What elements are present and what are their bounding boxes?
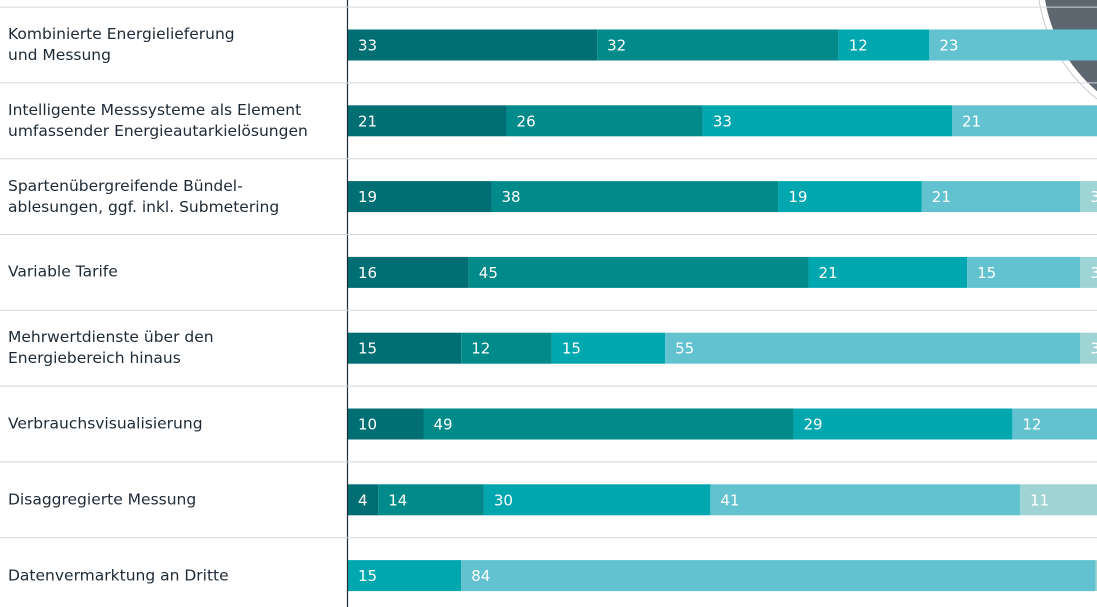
category-label: Spartenübergreifende Bündel- ablesungen,… — [8, 176, 280, 216]
bar-segment — [378, 484, 484, 516]
bar-segment — [461, 332, 552, 364]
value-label: 16 — [358, 264, 377, 282]
value-label: 12 — [849, 37, 868, 55]
bar-segment — [348, 408, 424, 440]
bar-segment — [551, 332, 666, 364]
value-label: 41 — [720, 491, 739, 509]
bar-segment — [710, 484, 1020, 516]
value-label: 26 — [517, 112, 536, 130]
category-label: Variable Tarife — [8, 262, 118, 281]
value-label: 32 — [607, 37, 626, 55]
category-label: Verbrauchsvisualisierung — [8, 414, 203, 433]
bar-segment — [1019, 484, 1097, 516]
bar-segment — [778, 181, 922, 213]
value-label: 33 — [713, 112, 732, 130]
value-label: 38 — [501, 188, 520, 206]
bar-segment — [702, 105, 952, 137]
bar-segment — [491, 181, 779, 213]
value-label: 15 — [358, 567, 377, 585]
bar-segment — [1080, 332, 1097, 364]
bar-segment — [665, 332, 1081, 364]
bar-segment — [506, 105, 703, 137]
value-label: 12 — [471, 340, 490, 358]
bar-segment — [1095, 560, 1097, 592]
value-label: 14 — [388, 491, 407, 509]
value-label: 49 — [434, 416, 453, 434]
bar-segment — [808, 256, 968, 288]
bar-segment — [967, 256, 1081, 288]
bar-segment — [1080, 181, 1097, 213]
category-label: Disaggregierte Messung — [8, 490, 197, 509]
bar-segment — [1080, 256, 1097, 288]
value-label: 21 — [962, 112, 981, 130]
value-label: 21 — [358, 112, 377, 130]
bar-segment — [348, 29, 598, 61]
bar-segment — [793, 408, 1013, 440]
bar-segment — [597, 29, 839, 61]
category-label: Kombinierte Energielieferung und Messung — [8, 25, 235, 64]
value-label: 19 — [788, 188, 807, 206]
value-label: 84 — [471, 567, 490, 585]
value-label: 3 — [1090, 188, 1097, 206]
bar-segment — [348, 181, 492, 213]
category-label: Datenvermarktung an Dritte — [8, 566, 229, 585]
category-label: Intelligente Messsysteme als Element umf… — [8, 100, 308, 140]
value-label: 21 — [932, 188, 951, 206]
value-label: 19 — [358, 188, 377, 206]
value-label: 15 — [358, 340, 377, 358]
category-label: Mehrwertdienste über den Energiebereich … — [8, 328, 214, 368]
value-label: 33 — [358, 37, 377, 55]
bar-segment — [929, 29, 1097, 61]
value-label: 29 — [803, 416, 822, 434]
bar-segment — [483, 484, 711, 516]
value-label: 30 — [494, 491, 513, 509]
value-label: 55 — [675, 340, 694, 358]
value-label: 4 — [358, 491, 368, 509]
value-label: 45 — [479, 264, 498, 282]
value-label: 3 — [1090, 264, 1097, 282]
bar-segment — [838, 29, 930, 61]
bar-segment — [348, 484, 379, 516]
value-label: 21 — [819, 264, 838, 282]
bar-segment — [921, 181, 1081, 213]
bar-segment — [468, 256, 809, 288]
bar-segment — [348, 256, 469, 288]
bar-segment — [461, 560, 1096, 592]
value-label: 10 — [358, 416, 377, 434]
value-label: 15 — [977, 264, 996, 282]
bar-segment — [348, 560, 462, 592]
bar-segment — [348, 105, 507, 137]
bars: 33 32 12 23 21 26 33 21 19 38 19 21 3 16 45 21 15 3 15 12 15… — [348, 29, 1097, 592]
value-label: 23 — [939, 37, 958, 55]
value-label: 11 — [1030, 491, 1049, 509]
bar-segment — [952, 105, 1097, 137]
value-label: 15 — [562, 340, 581, 358]
bar-segment — [1012, 408, 1097, 440]
bar-segment — [423, 408, 794, 440]
value-label: 3 — [1090, 340, 1097, 358]
value-label: 12 — [1022, 416, 1041, 434]
bar-segment — [348, 332, 462, 364]
